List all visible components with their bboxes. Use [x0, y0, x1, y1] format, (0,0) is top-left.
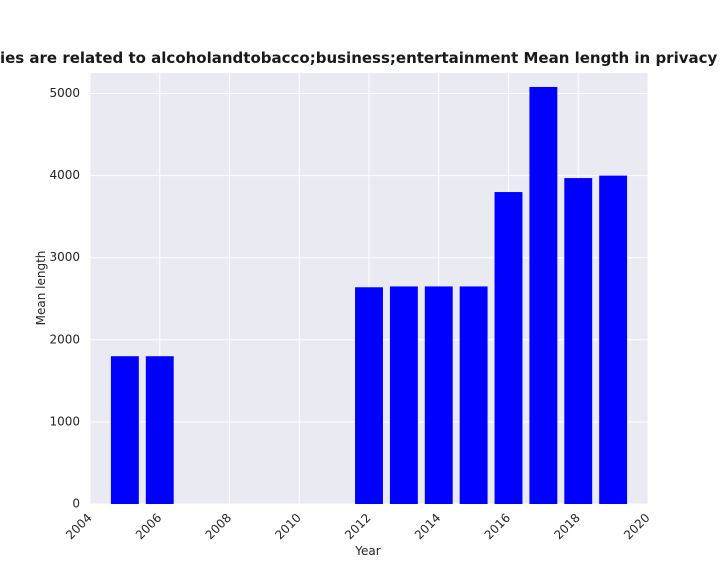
x-tick-label: 2018 — [551, 511, 582, 542]
y-tick-label: 2000 — [49, 332, 80, 346]
x-tick-label: 2014 — [412, 511, 443, 542]
bar — [564, 178, 593, 504]
y-tick-label: 3000 — [49, 250, 80, 264]
x-tick-label: 2010 — [272, 511, 303, 542]
bar — [459, 286, 488, 504]
bar — [389, 286, 418, 504]
bars — [110, 86, 628, 505]
y-axis-ticks: 0 1000 2000 3000 4000 5000 — [49, 86, 80, 510]
bar — [145, 356, 174, 504]
x-axis-label: Year — [354, 544, 380, 558]
y-tick-label: 5000 — [49, 86, 80, 100]
x-axis-ticks: 2004 2006 2008 2010 2012 2014 2016 2018 2020 — [63, 511, 652, 542]
x-tick-label: 2020 — [621, 511, 652, 542]
y-tick-label: 0 — [72, 497, 80, 511]
x-tick-label: 2006 — [133, 511, 164, 542]
y-tick-label: 1000 — [49, 414, 80, 428]
bar — [110, 356, 139, 504]
bar — [494, 192, 523, 505]
chart-title: Categories are related to alcoholandtoba… — [0, 49, 720, 67]
bar — [355, 287, 383, 504]
x-tick-label: 2012 — [342, 511, 373, 542]
x-tick-label: 2016 — [482, 511, 513, 542]
x-tick-label: 2008 — [203, 511, 234, 542]
y-axis-label: Mean length — [34, 251, 48, 326]
bar — [529, 86, 558, 505]
bar — [424, 286, 453, 504]
bar — [599, 175, 628, 504]
x-tick-label: 2004 — [63, 511, 94, 542]
y-tick-label: 4000 — [49, 168, 80, 182]
